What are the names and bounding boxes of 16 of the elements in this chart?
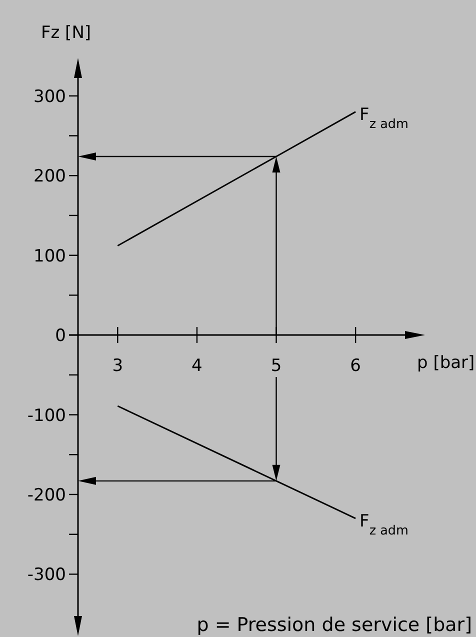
x-tick-label: 4: [192, 356, 202, 376]
x-tick-label: 5: [270, 356, 282, 376]
series-label: F$_{z adm}$: [360, 511, 408, 538]
y-tick-label: -200: [27, 485, 66, 506]
x-axis-title: p [bar]: [417, 353, 475, 374]
y-tick-label: -300: [27, 565, 66, 586]
series-label: F$_{z adm}$: [360, 104, 408, 132]
annotation: p = Pression de service [bar]: [196, 614, 472, 636]
y-axis-title: Fz [N]: [40, 23, 92, 43]
y-tick-label: 0: [55, 326, 66, 346]
y-tick-label: 200: [34, 166, 66, 187]
y-tick-label: -100: [27, 406, 66, 426]
x-tick-label: 6: [350, 356, 361, 376]
y-tick-label: 100: [34, 246, 66, 266]
x-tick-label: 3: [112, 356, 124, 376]
y-tick-label: 300: [34, 86, 66, 107]
